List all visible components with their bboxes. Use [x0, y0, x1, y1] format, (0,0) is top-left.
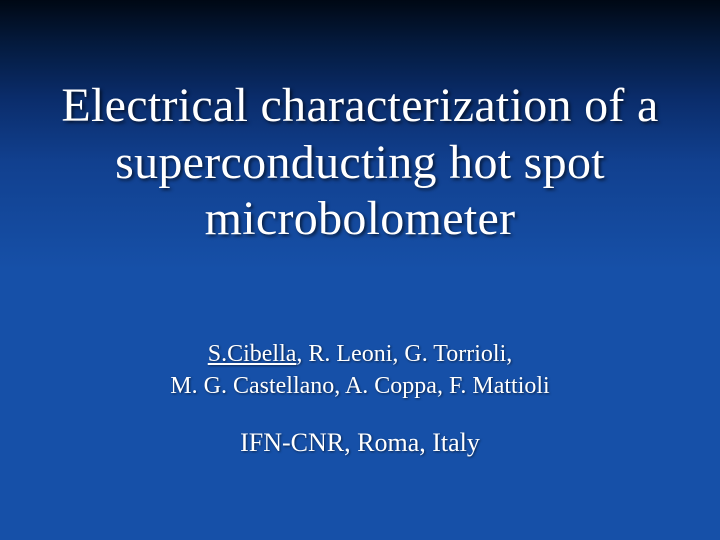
affiliation: IFN-CNR, Roma, Italy: [60, 428, 660, 458]
slide-title: Electrical characterization of a superco…: [40, 78, 680, 248]
coauthors-line1: , R. Leoni, G. Torrioli,: [296, 341, 512, 367]
coauthors-line2: M. G. Castellano, A. Coppa, F. Mattioli: [170, 373, 549, 399]
presenting-author: S.Cibella: [208, 341, 297, 367]
author-list: S.Cibella, R. Leoni, G. Torrioli, M. G. …: [60, 338, 660, 403]
title-slide: Electrical characterization of a superco…: [0, 0, 720, 540]
